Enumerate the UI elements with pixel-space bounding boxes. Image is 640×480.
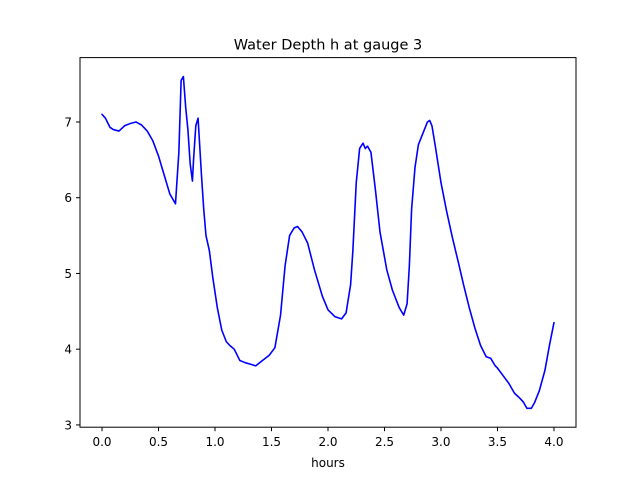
y-tick-label: 4 [64, 343, 72, 357]
series-line-0 [101, 75, 555, 410]
x-tick-label: 1.0 [205, 435, 224, 449]
x-axis-label: hours [311, 456, 345, 470]
x-axis: 0.0 0.5 1.0 1.5 2.0 2.5 3.0 3.5 4.0 [92, 427, 564, 449]
y-tick-label: 5 [64, 267, 72, 281]
y-tick-label: 7 [64, 115, 72, 129]
y-axis: 3 4 5 6 7 [64, 115, 80, 432]
chart-title: Water Depth h at gauge 3 [234, 38, 422, 54]
y-tick-label: 3 [64, 418, 72, 432]
x-tick-label: 1.5 [262, 435, 281, 449]
plot-area [101, 75, 555, 410]
x-tick-label: 0.5 [149, 435, 168, 449]
y-tick-label: 6 [64, 191, 72, 205]
x-tick-label: 3.0 [431, 435, 450, 449]
x-tick-label: 2.5 [375, 435, 394, 449]
x-tick-label: 2.0 [318, 435, 337, 449]
x-tick-label: 0.0 [92, 435, 111, 449]
x-tick-label: 3.5 [488, 435, 507, 449]
x-tick-label: 4.0 [544, 435, 563, 449]
